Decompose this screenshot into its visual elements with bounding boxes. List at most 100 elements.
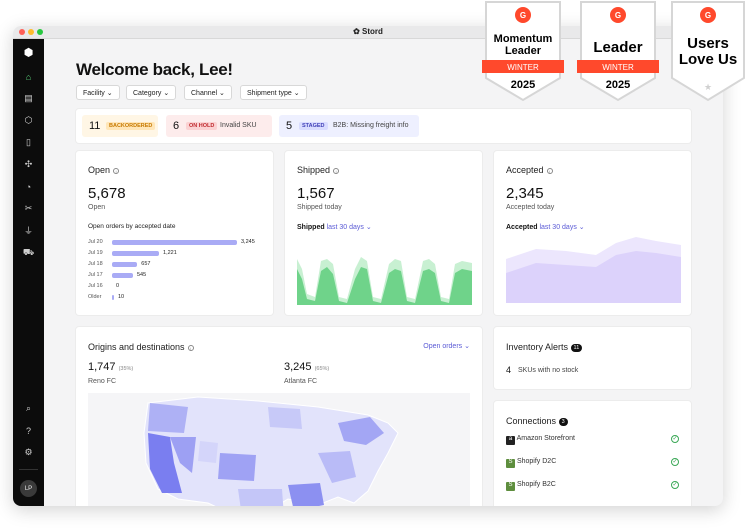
open-value: 5,678 (88, 185, 126, 202)
stord-logo-icon: ✿ (353, 27, 360, 36)
bar-value-label: 10 (118, 294, 125, 300)
network-icon[interactable]: ✣ (24, 159, 33, 169)
accepted-area-chart (506, 237, 681, 303)
accepted-range-dropdown[interactable]: Accepted last 30 days ⌄ (506, 224, 585, 231)
inventory-alerts-card[interactable]: Inventory Alerts 11 4 SKUs with no stock (494, 327, 691, 389)
shipped-value: 1,567 (297, 185, 335, 202)
channel-filter[interactable]: Channel ⌄ (184, 85, 232, 100)
map-state-california (148, 433, 182, 493)
shopify-icon: S (506, 459, 515, 468)
clipboard-icon[interactable]: ▯ (26, 137, 31, 147)
info-icon[interactable]: i (333, 167, 340, 174)
shipment-type-filter[interactable]: Shipment type ⌄ (240, 85, 307, 100)
info-icon[interactable]: i (187, 344, 194, 351)
window-title: ✿ Stord (353, 27, 383, 36)
maximize-window-button[interactable] (37, 29, 43, 35)
shipping-truck-icon[interactable]: ⛟ (22, 246, 35, 257)
us-map[interactable] (88, 393, 470, 506)
inventory-text: SKUs with no stock (518, 367, 579, 374)
orders-icon[interactable]: ▤ (24, 93, 33, 103)
chevron-down-icon: ⌄ (578, 224, 585, 231)
search-icon[interactable]: ⌕ (25, 403, 32, 413)
bar-row[interactable]: Jul 18 657 (88, 261, 263, 268)
count-badge: 3 (558, 417, 568, 426)
inventory-title: Inventory Alerts 11 (506, 342, 583, 352)
connected-check-icon: ✓ (671, 481, 679, 489)
close-window-button[interactable] (19, 29, 25, 35)
tools-icon[interactable]: ✂ (24, 203, 33, 213)
accepted-card[interactable]: Accepted i 2,345 Accepted today Accepted … (494, 151, 691, 315)
open-orders-dropdown[interactable]: Open orders ⌄ (423, 343, 470, 350)
bar (112, 251, 160, 256)
help-icon[interactable]: ? (25, 425, 31, 436)
svg-text:WINTER: WINTER (507, 63, 539, 72)
bar-row[interactable]: Jul 20 3,245 (88, 239, 263, 246)
app-window: ✿ Stord ⬢ ⌂ ▤ ⬡ ▯ ✣ ◔ ✂ ⏚ ⛟ ⌕ ? ⚙ LP Wel… (13, 26, 723, 506)
accepted-sub: Accepted today (506, 204, 555, 211)
g2-logo-icon (515, 7, 531, 23)
us-map-shapes (143, 396, 399, 506)
connection-shopify-d2c[interactable]: S Shopify D2C (506, 458, 556, 468)
map-state-northeast (338, 417, 384, 445)
map-state-minnesota (268, 407, 302, 429)
status-badge: STAGED (299, 122, 328, 130)
map-state-texas (238, 489, 284, 506)
info-icon[interactable]: i (546, 167, 553, 174)
shipped-area-chart (297, 257, 472, 305)
page-title: Welcome back, Lee! (76, 60, 233, 79)
alert-text: B2B: Missing freight info (333, 122, 409, 129)
info-icon[interactable]: i (113, 167, 120, 174)
inventory-icon[interactable]: ⬡ (24, 115, 33, 125)
minimize-window-button[interactable] (28, 29, 34, 35)
analytics-icon[interactable]: ◔ (25, 181, 32, 192)
bar (112, 273, 133, 278)
sidebar: ⬢ ⌂ ▤ ⬡ ▯ ✣ ◔ ✂ ⏚ ⛟ ⌕ ? ⚙ LP (13, 39, 44, 506)
bar-category-label: Jul 18 (88, 261, 103, 267)
bar-row[interactable]: Jul 17 545 (88, 272, 263, 279)
bar-row[interactable]: Jul 19 1,221 (88, 250, 263, 257)
shipped-sub: Shipped today (297, 204, 342, 211)
settings-gear-icon[interactable]: ⚙ (24, 447, 33, 457)
open-orders-bar-chart: Jul 20 3,245 Jul 19 1,221 Jul 18 657 Jul 17 545… (88, 239, 263, 309)
svg-text:2025: 2025 (606, 79, 630, 91)
stord-logo-icon[interactable]: ⬢ (23, 47, 34, 59)
amazon-icon: a (506, 436, 515, 445)
bar-row[interactable]: Older 10 (88, 294, 263, 301)
facility-filter[interactable]: Facility ⌄ (76, 85, 120, 100)
integrations-icon[interactable]: ⏚ (23, 226, 33, 236)
map-state-southeast (318, 451, 356, 483)
alert-staged[interactable]: 5 STAGED B2B: Missing freight info (279, 115, 419, 137)
connection-shopify-b2c[interactable]: S Shopify B2C (506, 481, 556, 491)
origins-title: Origins and destinations i (88, 342, 194, 352)
category-filter[interactable]: Category ⌄ (126, 85, 177, 100)
connection-amazon[interactable]: a Amazon Storefront (506, 435, 575, 445)
open-sub: Open (88, 204, 106, 211)
bar-category-label: Jul 19 (88, 250, 103, 256)
atlanta-value: 3,245 (65%) (284, 361, 330, 373)
svg-text:Users: Users (687, 35, 729, 52)
origins-card: Origins and destinations i Open orders ⌄ … (76, 327, 482, 506)
shipped-card[interactable]: Shipped i 1,567 Shipped today Shipped las… (285, 151, 482, 315)
chevron-down-icon: ⌄ (163, 90, 170, 97)
avatar[interactable]: LP (20, 480, 37, 497)
connected-check-icon: ✓ (671, 435, 679, 443)
connections-title: Connections 3 (506, 416, 568, 426)
alert-on-hold[interactable]: 6 ON HOLD Invalid SKU (166, 115, 272, 137)
shopify-icon: S (506, 482, 515, 491)
svg-text:Momentum: Momentum (494, 33, 553, 45)
bar-row[interactable]: Jul 16 0 (88, 283, 263, 290)
shipped-range-dropdown[interactable]: Shipped last 30 days ⌄ (297, 224, 372, 231)
award-badge-momentum-leader: G Momentum Leader WINTER 2025 (482, 1, 564, 102)
award-badge-users-love-us: G Users Love Us ★ (671, 1, 745, 102)
chevron-down-icon: ⌄ (293, 90, 300, 97)
map-state-pacific-nw (148, 403, 188, 433)
svg-text:G: G (520, 11, 526, 20)
g2-logo-icon (610, 7, 626, 23)
svg-text:2025: 2025 (511, 79, 535, 91)
chevron-down-icon: ⌄ (464, 343, 470, 350)
home-icon[interactable]: ⌂ (25, 71, 32, 82)
svg-text:Leader: Leader (593, 39, 642, 56)
open-card[interactable]: Open i 5,678 Open Open orders by accepted… (76, 151, 273, 315)
alert-text: Invalid SKU (220, 122, 257, 129)
alert-backordered[interactable]: 11 BACKORDERED (82, 115, 158, 137)
